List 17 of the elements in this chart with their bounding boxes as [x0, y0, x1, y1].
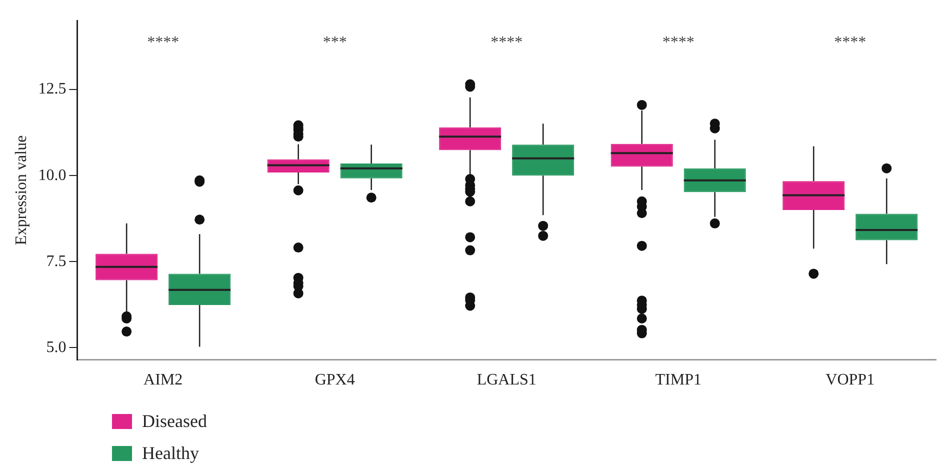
x-tick-label: LGALS1	[476, 372, 536, 389]
y-tick-label: 10.0	[38, 166, 66, 184]
annotation: ***	[322, 34, 347, 51]
x-tick-label: TIMP1	[655, 372, 702, 389]
annotation: ****	[834, 34, 866, 51]
annotation: ****	[662, 34, 694, 51]
annotation: ****	[147, 34, 180, 51]
y-axis-title: Expression value	[12, 135, 30, 246]
legend-label: Healthy	[142, 442, 199, 464]
y-tick-label: 5.0	[46, 338, 66, 356]
legend-label: Diseased	[142, 410, 207, 432]
x-tick-label: GPX4	[314, 372, 355, 389]
y-tick-label: 12.5	[38, 80, 66, 98]
y-tick-label: 7.5	[46, 252, 66, 270]
x-tick-label: AIM2	[144, 372, 183, 389]
annotation: ****	[490, 34, 523, 51]
x-tick-label: VOPP1	[826, 372, 875, 389]
